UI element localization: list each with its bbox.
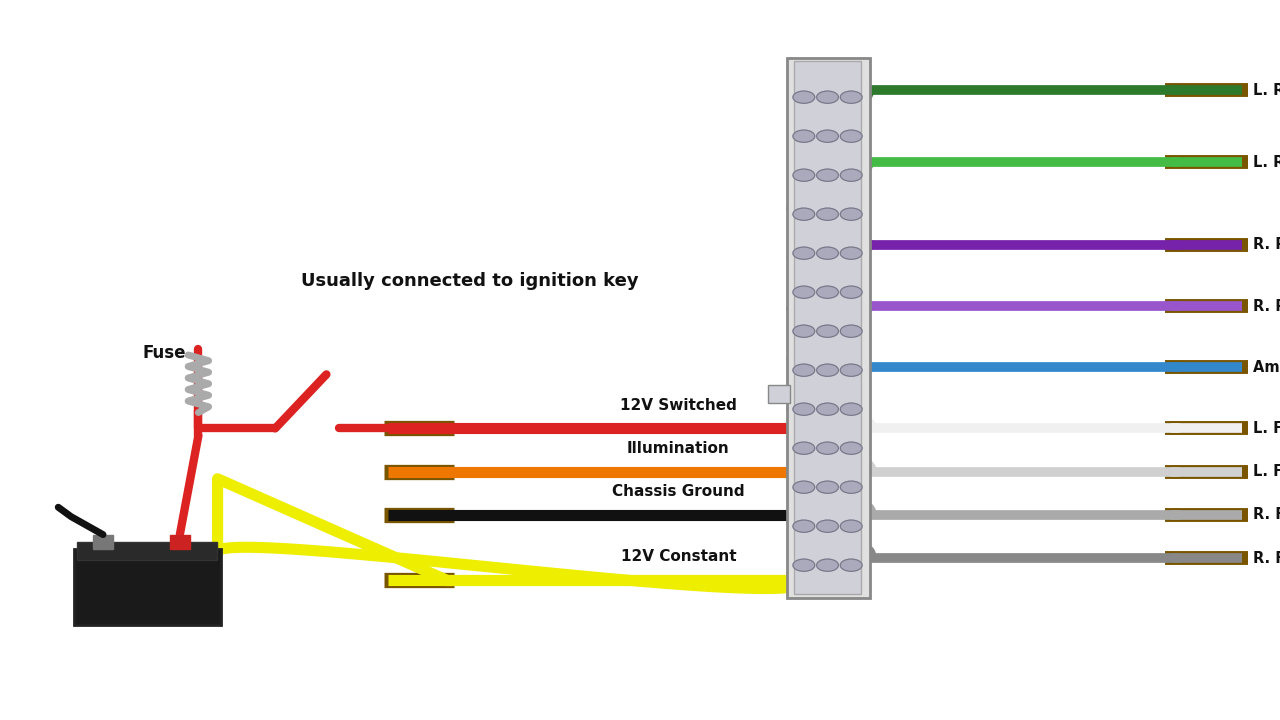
Circle shape <box>794 559 815 572</box>
FancyBboxPatch shape <box>768 385 790 403</box>
Circle shape <box>794 403 815 415</box>
FancyBboxPatch shape <box>787 58 870 598</box>
Circle shape <box>794 325 815 337</box>
Text: L. Rear Spk –: L. Rear Spk – <box>1253 83 1280 97</box>
Bar <box>170 534 191 549</box>
Circle shape <box>841 247 863 259</box>
Circle shape <box>817 325 838 337</box>
Circle shape <box>794 247 815 259</box>
Circle shape <box>841 91 863 104</box>
Circle shape <box>794 130 815 143</box>
Circle shape <box>817 559 838 572</box>
Circle shape <box>817 403 838 415</box>
Circle shape <box>817 442 838 454</box>
FancyBboxPatch shape <box>78 541 218 560</box>
Text: R. Rear Spk –: R. Rear Spk – <box>1253 238 1280 252</box>
Circle shape <box>841 364 863 377</box>
Circle shape <box>841 403 863 415</box>
Circle shape <box>841 442 863 454</box>
Text: L. Front Spk +: L. Front Spk + <box>1253 421 1280 436</box>
Circle shape <box>817 520 838 532</box>
Circle shape <box>817 130 838 143</box>
FancyBboxPatch shape <box>74 549 221 624</box>
Circle shape <box>841 520 863 532</box>
Text: R. Rear Spk +: R. Rear Spk + <box>1253 299 1280 313</box>
Circle shape <box>817 91 838 104</box>
Text: Illumination: Illumination <box>627 441 730 456</box>
Text: L. Rear Spk +: L. Rear Spk + <box>1253 155 1280 169</box>
Circle shape <box>794 442 815 454</box>
Circle shape <box>794 91 815 104</box>
Text: Fuse: Fuse <box>142 344 186 361</box>
Bar <box>93 534 114 549</box>
Text: 12V Constant: 12V Constant <box>621 549 736 564</box>
Text: Chassis Ground: Chassis Ground <box>612 484 745 499</box>
Circle shape <box>841 481 863 493</box>
Circle shape <box>841 208 863 220</box>
Circle shape <box>841 130 863 143</box>
FancyBboxPatch shape <box>794 61 861 594</box>
Circle shape <box>817 208 838 220</box>
Circle shape <box>841 559 863 572</box>
Text: 12V Switched: 12V Switched <box>620 397 737 413</box>
Circle shape <box>817 481 838 493</box>
Circle shape <box>817 364 838 377</box>
Text: L. Front Spk –: L. Front Spk – <box>1253 464 1280 479</box>
Circle shape <box>794 364 815 377</box>
Circle shape <box>794 286 815 298</box>
Circle shape <box>794 208 815 220</box>
Circle shape <box>841 286 863 298</box>
Circle shape <box>794 169 815 181</box>
Circle shape <box>817 286 838 298</box>
Circle shape <box>817 169 838 181</box>
Circle shape <box>841 169 863 181</box>
Text: R. Front Spk +: R. Front Spk + <box>1253 508 1280 522</box>
Circle shape <box>817 247 838 259</box>
Text: Amp Turn-On: Amp Turn-On <box>1253 360 1280 374</box>
Circle shape <box>794 481 815 493</box>
Text: R. Front Spk –: R. Front Spk – <box>1253 551 1280 565</box>
Circle shape <box>794 520 815 532</box>
Text: Usually connected to ignition key: Usually connected to ignition key <box>301 271 639 289</box>
Circle shape <box>841 325 863 337</box>
